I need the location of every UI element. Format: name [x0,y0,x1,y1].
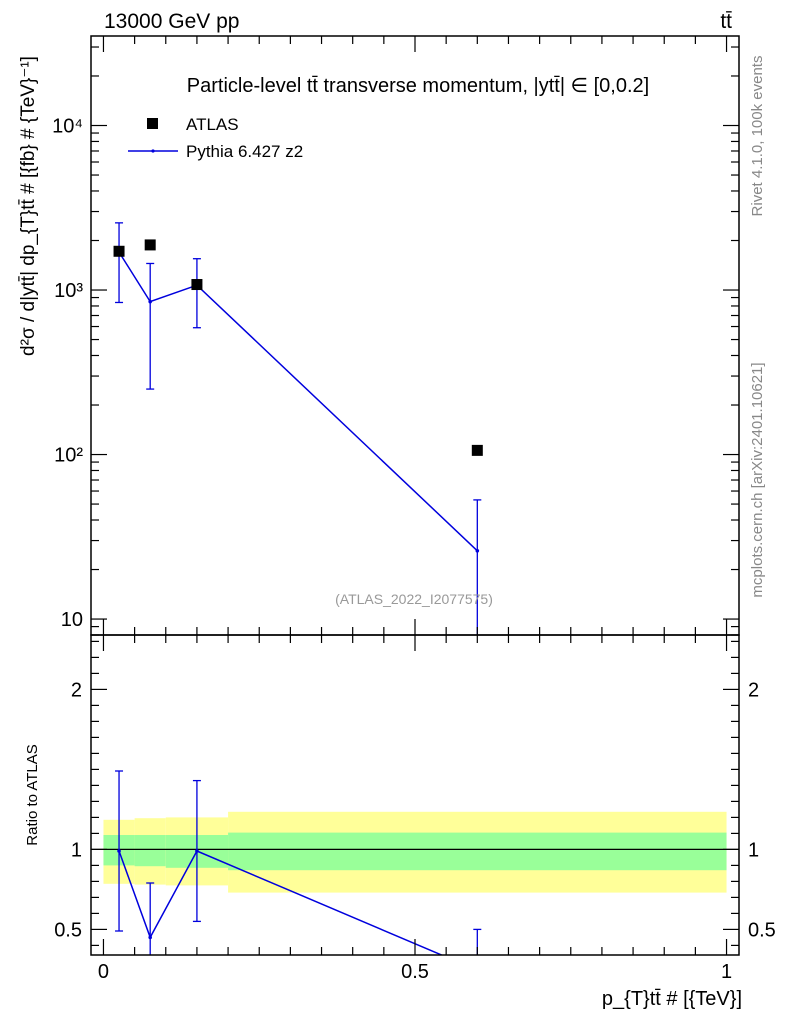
ratio-ytick-label: 2 [71,679,82,701]
pythia-line [118,251,478,552]
main-ylabel: d²σ / d|ytt̄| dp_{T}tt̄ # [{fb} # {TeV}⁻… [18,56,39,356]
ratio-point [117,849,121,853]
legend-marker-atlas [147,118,158,129]
atlas-point [113,245,125,257]
ratio-frame [90,634,740,956]
legend-dot-pythia [151,149,155,153]
atlas-point [144,239,156,251]
xtick-label: 1 [721,961,732,983]
legend-label-atlas: ATLAS [186,115,239,134]
main-ytick-label: 10² [54,445,83,467]
main-ytick-label: 10⁴ [52,116,83,138]
legend: ATLAS Pythia 6.427 z2 [128,115,303,161]
uncertainty-band-inner [228,832,727,871]
ratio-pythia-line [118,850,444,955]
uncertainty-band-inner [134,835,166,867]
pythia-point [148,299,152,304]
main-ytick-label: 10³ [54,280,83,302]
main-panel: 10 10² 10³ 10⁴ Particle-level tt̄ transvers… [18,35,740,636]
ratio-ytick-label-right: 2 [748,679,759,701]
main-ytick-label: 10 [61,609,83,631]
mcplots-label: mcplots.cern.ch [arXiv:2401.10621] [749,362,766,597]
rivet-label: Rivet 4.1.0, 100k events [749,56,766,217]
atlas-point [191,279,203,291]
ratio-ytick-label: 1 [71,839,82,861]
ratio-panel: 0.5 0.5 1 1 2 2 0 0.5 1 Ratio to ATLAS p_{T}tt̄ … [24,634,776,1010]
header-right-label: tt̄ [720,10,732,33]
xtick-label: 0.5 [401,961,429,983]
xaxis-label: p_{T}tt̄ # [{TeV}] [602,988,742,1010]
atlas-point [471,444,483,456]
ratio-point [476,968,480,972]
watermark: (ATLAS_2022_I2077575) [335,591,493,607]
main-title: Particle-level tt̄ transverse momentum, … [187,75,649,97]
ratio-point [195,849,199,853]
ratio-ytick-label-right: 1 [748,839,759,861]
legend-label-pythia: Pythia 6.427 z2 [186,142,303,161]
xtick-label: 0 [98,961,109,983]
pythia-point [475,548,480,553]
ratio-ytick-label: 0.5 [54,919,82,941]
ratio-ytick-label-right: 0.5 [748,919,776,941]
header-left-label: 13000 GeV pp [104,10,239,33]
ratio-ylabel: Ratio to ATLAS [24,744,41,845]
ratio-point [148,935,152,940]
